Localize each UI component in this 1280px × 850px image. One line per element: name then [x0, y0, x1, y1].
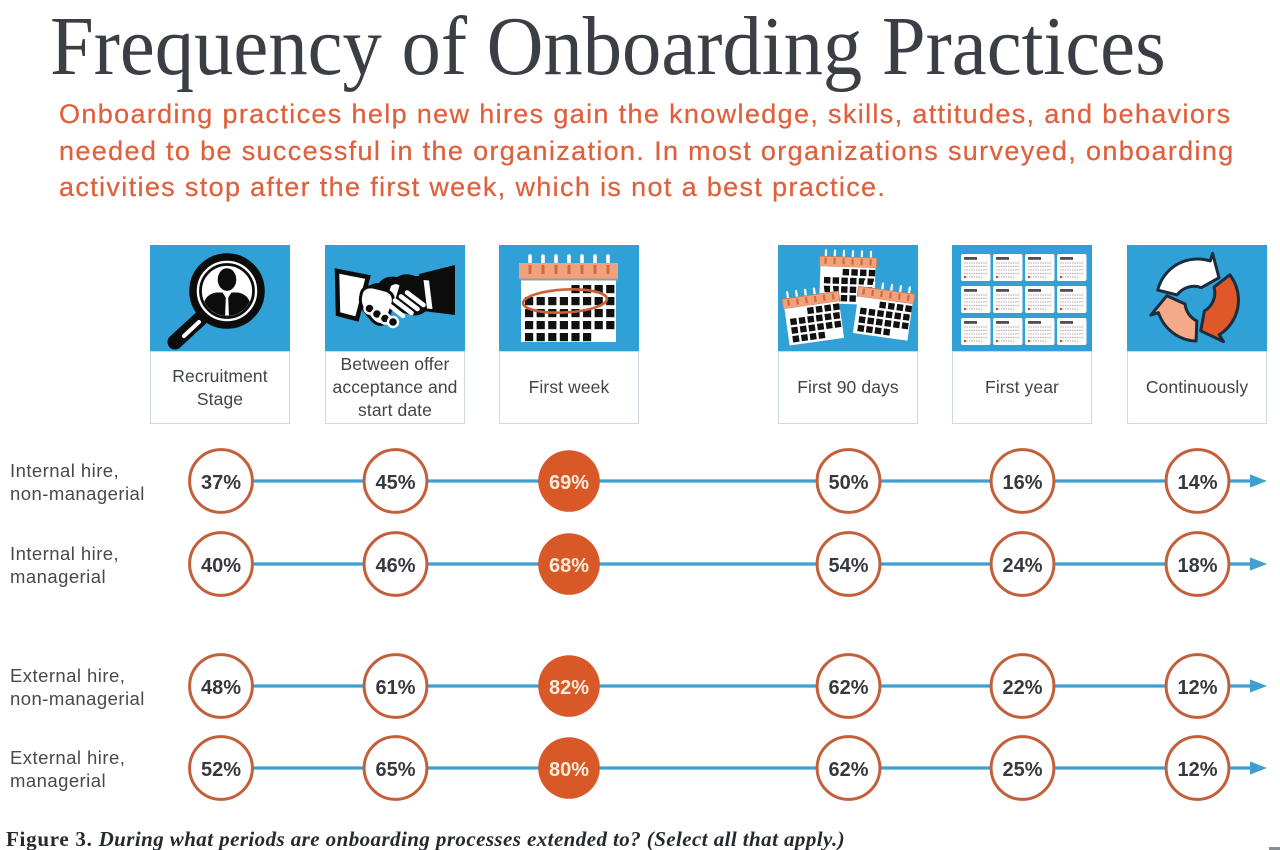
svg-text:62%: 62%: [828, 759, 868, 781]
svg-text:62%: 62%: [828, 677, 868, 699]
svg-text:52%: 52%: [201, 759, 241, 781]
svg-text:24%: 24%: [1002, 555, 1042, 577]
svg-text:50%: 50%: [828, 472, 868, 494]
svg-text:82%: 82%: [549, 677, 589, 699]
svg-text:69%: 69%: [549, 472, 589, 494]
svg-text:14%: 14%: [1177, 472, 1217, 494]
svg-text:65%: 65%: [375, 759, 415, 781]
svg-text:16%: 16%: [1002, 472, 1042, 494]
svg-text:12%: 12%: [1177, 759, 1217, 781]
svg-text:61%: 61%: [375, 677, 415, 699]
svg-text:45%: 45%: [375, 472, 415, 494]
svg-text:54%: 54%: [828, 555, 868, 577]
svg-text:18%: 18%: [1177, 555, 1217, 577]
svg-text:48%: 48%: [201, 677, 241, 699]
svg-text:37%: 37%: [201, 472, 241, 494]
svg-text:68%: 68%: [549, 555, 589, 577]
svg-text:12%: 12%: [1177, 677, 1217, 699]
svg-text:46%: 46%: [375, 555, 415, 577]
svg-text:25%: 25%: [1002, 759, 1042, 781]
svg-text:80%: 80%: [549, 759, 589, 781]
svg-text:22%: 22%: [1002, 677, 1042, 699]
svg-text:40%: 40%: [201, 555, 241, 577]
